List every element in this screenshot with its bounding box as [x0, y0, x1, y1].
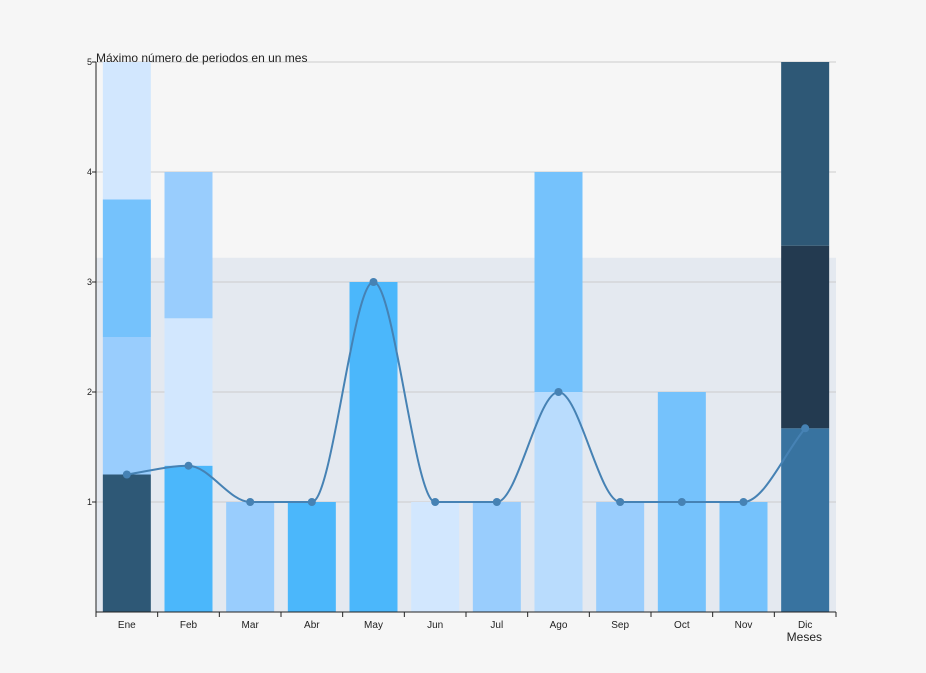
y-tick-label: 5	[87, 57, 92, 67]
bar-segment	[102, 199, 151, 337]
shaded-band	[96, 257, 836, 612]
trend-point	[492, 498, 501, 506]
y-tick-label: 1	[87, 497, 92, 507]
x-tick-label: Jul	[490, 620, 503, 631]
x-tick-label: Oct	[674, 620, 690, 631]
x-tick-label: Jun	[427, 620, 443, 631]
x-tick-label: Mar	[242, 620, 260, 631]
bar-segment	[781, 428, 830, 612]
x-tick-label: Ene	[118, 620, 136, 631]
bar-segment	[472, 502, 521, 612]
bar-segment	[164, 318, 213, 466]
bar-segment	[102, 62, 151, 200]
x-tick-label: Abr	[304, 620, 320, 631]
x-tick-label: Dic	[798, 620, 812, 631]
trend-point	[307, 498, 316, 506]
bar-segment	[534, 172, 583, 392]
bar-segment	[781, 62, 830, 246]
bar-segment	[596, 502, 645, 612]
x-axis-label: Meses	[787, 630, 822, 644]
bar-segment	[411, 502, 460, 612]
trend-point	[369, 278, 378, 286]
x-tick-label: Nov	[735, 620, 753, 631]
bar-segment	[102, 337, 151, 475]
trend-point	[184, 461, 193, 470]
y-tick-label: 2	[87, 387, 92, 397]
bar-segment	[349, 282, 398, 612]
bar-segment	[534, 392, 583, 612]
x-tick-label: Ago	[550, 620, 568, 631]
y-tick-label: 3	[87, 277, 92, 287]
x-tick-label: Feb	[180, 620, 198, 631]
trend-point	[431, 498, 440, 506]
trend-point	[801, 424, 810, 433]
bar-segment	[781, 245, 830, 429]
x-tick-label: May	[364, 620, 383, 631]
trend-point	[677, 498, 686, 506]
x-tick-label: Sep	[611, 620, 629, 631]
trend-point	[616, 498, 625, 506]
chart-title: Máximo número de periodos en un mes	[96, 51, 307, 65]
trend-point	[554, 388, 563, 396]
bar-segment	[719, 502, 768, 612]
bar-segment	[102, 474, 151, 612]
y-tick-label: 4	[87, 167, 92, 177]
bar-segment	[164, 172, 213, 319]
trend-point	[739, 498, 748, 506]
trend-point	[246, 498, 255, 506]
bar-segment	[164, 465, 213, 612]
bar-segment	[226, 502, 275, 612]
bar-segment	[287, 502, 336, 612]
trend-point	[122, 470, 131, 479]
